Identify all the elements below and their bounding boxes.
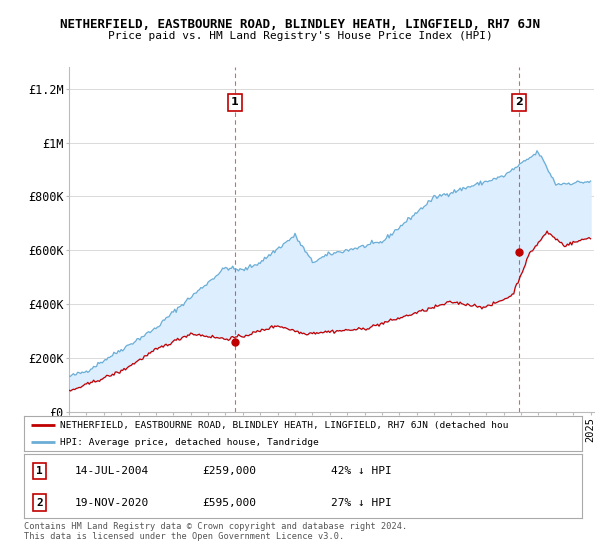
Text: 1: 1 — [231, 97, 239, 107]
Text: NETHERFIELD, EASTBOURNE ROAD, BLINDLEY HEATH, LINGFIELD, RH7 6JN: NETHERFIELD, EASTBOURNE ROAD, BLINDLEY H… — [60, 18, 540, 31]
Text: 27% ↓ HPI: 27% ↓ HPI — [331, 497, 392, 507]
Text: 42% ↓ HPI: 42% ↓ HPI — [331, 466, 392, 476]
Text: 2: 2 — [36, 497, 43, 507]
Text: 2: 2 — [515, 97, 523, 107]
Text: £259,000: £259,000 — [203, 466, 257, 476]
Text: NETHERFIELD, EASTBOURNE ROAD, BLINDLEY HEATH, LINGFIELD, RH7 6JN (detached hou: NETHERFIELD, EASTBOURNE ROAD, BLINDLEY H… — [60, 421, 509, 430]
Text: Contains HM Land Registry data © Crown copyright and database right 2024.
This d: Contains HM Land Registry data © Crown c… — [24, 522, 407, 542]
Text: 14-JUL-2004: 14-JUL-2004 — [74, 466, 148, 476]
Text: £595,000: £595,000 — [203, 497, 257, 507]
Text: 19-NOV-2020: 19-NOV-2020 — [74, 497, 148, 507]
Text: Price paid vs. HM Land Registry's House Price Index (HPI): Price paid vs. HM Land Registry's House … — [107, 31, 493, 41]
Text: 1: 1 — [36, 466, 43, 476]
Text: HPI: Average price, detached house, Tandridge: HPI: Average price, detached house, Tand… — [60, 437, 319, 447]
